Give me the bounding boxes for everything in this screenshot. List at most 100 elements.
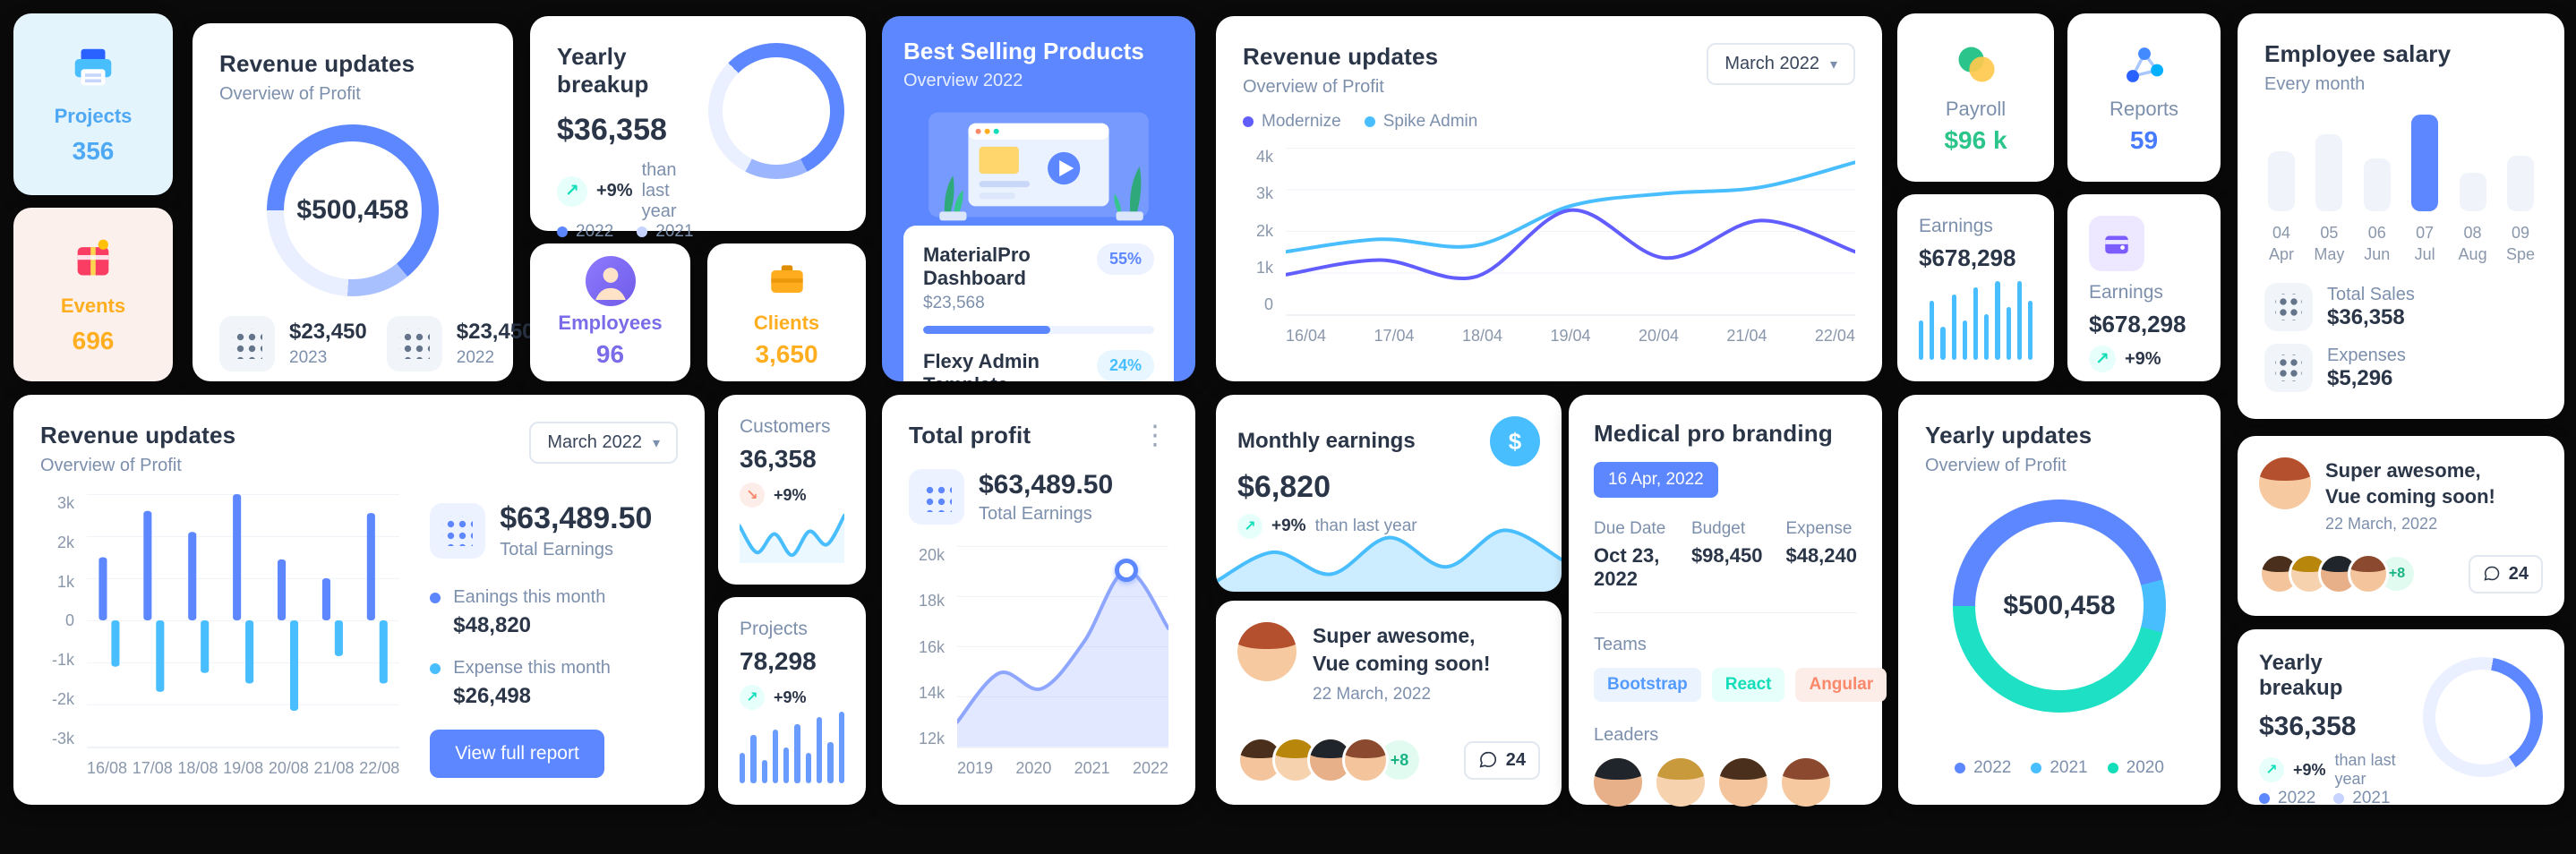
comments-button[interactable]: 24 [1463, 740, 1540, 780]
expense-field: Expense $48,240 [1785, 519, 1857, 567]
announcement-card: Super awesome, Vue coming soon! 22 March… [2238, 436, 2564, 616]
payroll-tile[interactable]: Payroll $96 k [1897, 13, 2054, 182]
monthly-earnings-value: $6,820 [1237, 470, 1331, 504]
earnings-bar-sparkline [1919, 281, 2033, 360]
card-title: Monthly earnings [1237, 429, 1416, 453]
axis-tick: 1k [56, 572, 74, 591]
stat-value: $36,358 [2327, 304, 2405, 329]
arrow-down-icon: ↘ [740, 483, 765, 508]
gift-icon [70, 235, 116, 286]
yearly-breakup-card: Yearly breakup $36,358 ↗ +9% than last y… [2238, 629, 2564, 808]
projects-icon [69, 43, 117, 96]
products-illustration [903, 102, 1174, 226]
period-select[interactable]: March 2022 ▾ [1707, 43, 1855, 85]
payroll-tile-label: Payroll [1945, 97, 2007, 120]
avatar [1719, 758, 1767, 807]
payroll-icon [1953, 41, 1999, 92]
earnings-label: Earnings [2089, 282, 2163, 303]
projects-tile[interactable]: Projects 356 [13, 13, 173, 195]
axis-tick: 2k [56, 533, 74, 551]
customers-card: Customers 36,358 ↘ +9% [718, 395, 866, 585]
clients-tile[interactable]: Clients 3,650 [707, 243, 866, 381]
total-earnings-value: $63,489.50 [500, 501, 653, 535]
projects-tile-label: Projects [54, 105, 133, 127]
yearly-updates-card: Yearly updates Overview of Profit $500,4… [1898, 395, 2221, 805]
reports-tile[interactable]: Reports 59 [2067, 13, 2221, 182]
arrow-up-icon: ↗ [2259, 757, 2284, 782]
projects-label: Projects [740, 619, 808, 639]
briefcase-icon [765, 257, 809, 306]
delta-note: than last year [641, 160, 677, 221]
wallet-icon [2089, 216, 2144, 271]
employee-salary-x-labels: 04 Apr 05 May 06 Jun 07 Jul 08 Aug 09 Spe [2268, 224, 2535, 263]
product-percent-badge: 24% [1096, 350, 1154, 381]
yearly-breakup-donut-chart [707, 43, 844, 179]
revenue-line-chart [1286, 148, 1855, 316]
clients-tile-value: 3,650 [755, 339, 818, 368]
earnings-value: $678,298 [2089, 311, 2187, 337]
yearly-breakup-card: Yearly breakup $36,358 ↗ +9% than last y… [530, 16, 866, 241]
dollar-coin-icon: $ [1490, 416, 1540, 466]
legend-item: 2022 [557, 222, 613, 242]
grid-dots-icon [219, 316, 275, 371]
employees-tile[interactable]: Employees 96 [530, 243, 690, 381]
stat-label: Total Sales [2327, 284, 2415, 304]
legend-dot [557, 226, 568, 237]
product-name: MaterialPro Dashboard [923, 243, 1031, 289]
events-tile[interactable]: Events 696 [13, 208, 173, 381]
team-tag: React [1711, 668, 1785, 702]
budget-field: Budget $98,450 [1690, 519, 1763, 567]
view-full-report-button[interactable]: View full report [430, 730, 604, 778]
revenue-updates-donut-card: Revenue updates Overview of Profit $500,… [193, 23, 535, 381]
stat-value: $5,296 [2327, 365, 2393, 390]
card-subtitle: Overview of Profit [219, 84, 361, 104]
projects-value: 78,298 [740, 647, 817, 675]
employees-tile-value: 96 [595, 340, 625, 368]
card-title: Medical pro branding [1594, 420, 1833, 447]
axis-tick: 22/08 [359, 759, 400, 777]
axis-tick: 19/04 [1550, 327, 1591, 345]
item-label: Expense this month [453, 658, 611, 678]
period-select[interactable]: March 2022 ▾ [529, 422, 678, 464]
revenue-donut-chart: $500,458 [267, 124, 439, 296]
best-selling-products-card: Best Selling Products Overview 2022 [882, 16, 1195, 381]
arrow-up-icon: ↗ [1237, 514, 1262, 539]
card-title: Revenue updates [219, 50, 415, 77]
legend-dot [637, 226, 648, 237]
revenue-column-chart [87, 494, 400, 748]
customers-sparkline [740, 508, 844, 563]
reports-tile-label: Reports [2109, 97, 2179, 120]
employees-tile-label: Employees [558, 312, 663, 334]
kebab-menu-icon[interactable]: ⋮ [1142, 420, 1168, 450]
comments-button[interactable]: 24 [2468, 554, 2543, 594]
total-earnings-label: Total Earnings [500, 540, 614, 559]
yearly-breakup-donut-chart [2423, 657, 2543, 777]
axis-tick: 2019 [957, 759, 994, 777]
card-subtitle: Overview of Profit [40, 456, 182, 475]
earnings-spark-card: Earnings $678,298 [1897, 194, 2054, 381]
arrow-up-icon: ↗ [2089, 346, 2116, 372]
employee-salary-bar-chart [2264, 115, 2537, 211]
grid-dots-icon [430, 503, 486, 559]
card-subtitle: Overview of Profit [1243, 77, 1384, 97]
total-profit-card: Total profit ⋮ $63,489.50 Total Earnings… [882, 395, 1195, 805]
grid-dots-icon [2264, 283, 2313, 331]
arrow-up-icon: ↗ [740, 685, 765, 710]
delta-value: +9% [1271, 517, 1306, 535]
card-title: Yearly updates [1925, 422, 2092, 448]
delta-value: +9% [596, 181, 633, 201]
legend-item: 2021 [2333, 789, 2391, 808]
yearly-breakup-value: $36,358 [557, 113, 667, 147]
team-tag: Bootstrap [1594, 668, 1701, 702]
team-tag: Angular [1795, 668, 1887, 702]
axis-tick: 16k [918, 637, 945, 656]
legend-item: 2020 [2107, 758, 2164, 778]
card-title: Revenue updates [40, 422, 236, 448]
medical-branding-card: Medical pro branding 16 Apr, 2022 Due Da… [1569, 395, 1887, 807]
projects-stat-card: Projects 78,298 ↗ +9% [718, 597, 866, 805]
axis-tick: 16/04 [1286, 327, 1327, 345]
customers-label: Customers [740, 416, 831, 437]
total-profit-label: Total Earnings [979, 503, 1092, 524]
delta-note: than last year [2334, 751, 2396, 788]
projects-bar-sparkline [740, 712, 844, 783]
